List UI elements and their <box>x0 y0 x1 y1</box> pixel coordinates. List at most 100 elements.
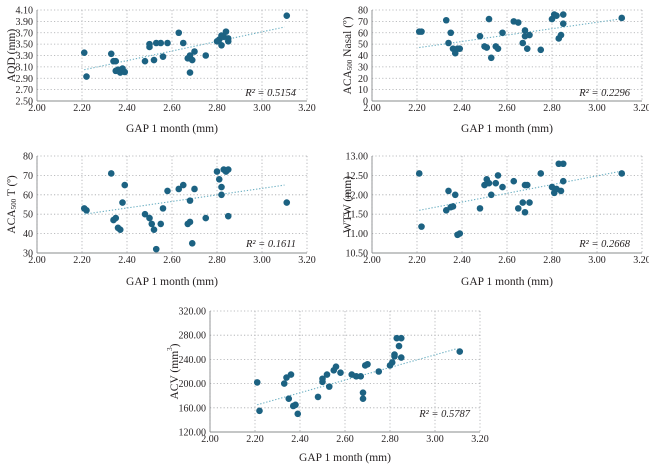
data-point <box>418 223 425 230</box>
data-point <box>483 44 491 51</box>
y-tick-label: 2.50 <box>16 97 34 108</box>
data-point <box>514 19 522 26</box>
data-point <box>253 379 261 386</box>
data-point <box>499 29 506 37</box>
x-tick-label: 2.20 <box>246 434 264 445</box>
data-point <box>325 383 333 390</box>
x-tick-label: 3.20 <box>298 255 316 266</box>
x-tick-label: 3.00 <box>588 103 606 114</box>
data-point <box>202 214 210 222</box>
data-point <box>224 212 232 220</box>
data-point <box>559 160 567 168</box>
data-point <box>519 199 527 206</box>
data-point <box>521 27 529 34</box>
y-tick-label: 40 <box>358 51 368 62</box>
x-tick-label: 3.00 <box>426 434 444 445</box>
trend-line <box>84 184 285 215</box>
data-point <box>157 220 165 228</box>
data-point <box>314 393 322 401</box>
data-point <box>359 395 367 403</box>
y-tick-label: 10 <box>358 85 368 96</box>
data-point <box>186 218 194 226</box>
x-tick-label: 2.80 <box>543 255 561 266</box>
data-point <box>523 181 531 189</box>
trend-line <box>419 18 620 49</box>
y-tick-label: 12.00 <box>346 190 369 201</box>
data-point <box>294 410 302 418</box>
x-tick-label: 2.80 <box>543 103 561 114</box>
y-tick-label: 80 <box>358 6 368 17</box>
data-point <box>121 68 129 76</box>
data-point <box>323 371 331 378</box>
data-point <box>487 54 495 62</box>
y-tick-label: 50 <box>358 40 368 51</box>
y-axis-label: ACA500 T (º) <box>6 175 18 234</box>
x-tick-label: 2.60 <box>498 255 516 266</box>
data-point <box>285 395 293 403</box>
data-point <box>141 57 149 65</box>
x-axis-label: GAP 1 month (mm) <box>126 276 218 288</box>
data-point <box>222 28 230 35</box>
data-point <box>364 360 371 368</box>
data-point <box>559 20 567 27</box>
x-axis-label: GAP 1 month (mm) <box>299 452 391 464</box>
data-point <box>292 401 299 409</box>
data-point <box>442 16 450 24</box>
data-point <box>456 45 464 52</box>
y-tick-label: 280.00 <box>179 331 207 342</box>
x-tick-label: 2.60 <box>498 103 516 114</box>
data-point <box>492 179 500 187</box>
data-point <box>188 56 196 64</box>
x-tick-label: 3.00 <box>253 103 271 114</box>
y-tick-label: 4.10 <box>16 6 34 17</box>
data-point <box>447 29 455 37</box>
data-point <box>188 240 196 247</box>
x-tick-label: 2.60 <box>163 255 181 266</box>
data-point <box>537 170 545 177</box>
data-point <box>186 69 194 76</box>
data-point <box>526 199 533 206</box>
data-point <box>141 210 149 218</box>
data-point <box>537 46 545 54</box>
data-point <box>557 187 565 195</box>
data-point <box>553 12 560 19</box>
data-point <box>494 172 502 179</box>
y-tick-label: 3.50 <box>16 40 34 51</box>
x-tick-label: 2.20 <box>408 103 426 114</box>
data-point <box>445 187 452 195</box>
data-point <box>510 177 518 185</box>
data-point <box>175 185 183 193</box>
data-point <box>224 166 232 173</box>
data-point <box>116 226 124 234</box>
data-point <box>357 373 365 380</box>
data-point <box>186 197 194 204</box>
y-tick-label: 3.10 <box>16 62 34 73</box>
y-axis-label-main: ACV (mm <box>169 351 181 400</box>
y-tick-label: 320.00 <box>179 307 207 318</box>
x-tick-label: 2.00 <box>363 255 381 266</box>
data-point <box>485 179 493 187</box>
data-point <box>456 348 464 355</box>
y-tick-label: 2.70 <box>16 85 34 96</box>
data-point <box>202 52 210 59</box>
data-point <box>337 369 344 377</box>
data-point <box>526 31 533 39</box>
data-point <box>445 39 452 47</box>
y-tick-label: 30 <box>358 62 368 73</box>
data-point <box>559 177 567 185</box>
r-squared-label: R² = 0.1611 <box>245 239 296 250</box>
x-tick-label: 2.60 <box>163 103 181 114</box>
x-tick-label: 3.20 <box>298 103 316 114</box>
data-point <box>487 191 495 199</box>
y-tick-label: 3.30 <box>16 51 34 62</box>
x-tick-label: 2.40 <box>453 255 471 266</box>
x-tick-label: 2.00 <box>28 103 46 114</box>
data-point <box>179 39 187 47</box>
data-point <box>456 230 464 237</box>
data-point <box>332 363 340 370</box>
y-axis-label: ACV (mm3) <box>166 343 181 399</box>
x-tick-label: 2.20 <box>73 255 91 266</box>
data-point <box>119 199 126 206</box>
data-point <box>83 73 90 80</box>
